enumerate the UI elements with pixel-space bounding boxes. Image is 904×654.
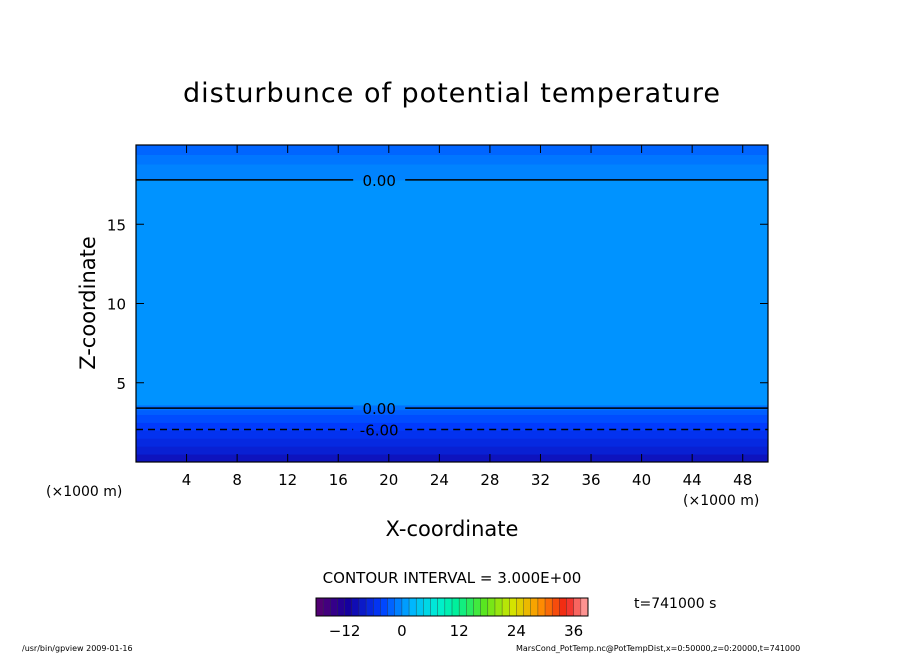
- colorbar-swatch: [487, 598, 496, 616]
- colorbar-swatch: [337, 598, 345, 616]
- colorbar-swatch: [323, 598, 331, 616]
- x-unit-left: (×1000 m): [46, 484, 122, 500]
- colorbar-tick-label: 12: [450, 622, 469, 640]
- colorbar-frame: [315, 597, 589, 617]
- colorbar-swatch: [444, 598, 453, 616]
- colorbar-swatch: [459, 598, 467, 616]
- x-tick-label: 12: [278, 471, 297, 489]
- y-axis-label: Z-coordinate: [76, 236, 100, 370]
- colorbar-swatch: [573, 598, 582, 616]
- y-tick-label: 5: [116, 375, 126, 393]
- x-tick-label: 40: [632, 471, 651, 489]
- x-tick-label: 20: [379, 471, 398, 489]
- colorbar-swatch: [516, 598, 524, 616]
- x-tick-label: 28: [480, 471, 499, 489]
- colorbar-swatch: [358, 598, 367, 616]
- contour-label: 0.00: [362, 172, 395, 190]
- colorbar-swatch: [344, 598, 353, 616]
- colorbar-swatch: [537, 598, 546, 616]
- contour-lines: 0.00 0.00 -6.00: [136, 172, 768, 440]
- colorbar-tick-label: −12: [329, 622, 361, 640]
- time-label: t=741000 s: [634, 596, 716, 612]
- colorbar-swatch: [552, 598, 560, 616]
- footer-right: MarsCond_PotTemp.nc@PotTempDist,x=0:5000…: [516, 644, 800, 653]
- x-tick-label: 44: [683, 471, 702, 489]
- colorbar-tick-label: 36: [564, 622, 583, 640]
- colorbar-swatch: [394, 598, 403, 616]
- heatmap-band: [136, 409, 768, 415]
- x-unit-right: (×1000 m): [683, 493, 759, 509]
- colorbar-swatch: [351, 598, 360, 616]
- colorbar-tick-label: 0: [397, 622, 407, 640]
- contour-interval: CONTOUR INTERVAL = 3.000E+00: [323, 569, 582, 587]
- x-tick-label: 8: [232, 471, 242, 489]
- x-tick-label: 48: [733, 471, 752, 489]
- colorbar-swatch: [473, 598, 481, 616]
- x-tick-label: 24: [430, 471, 449, 489]
- colorbar-swatch: [423, 598, 431, 616]
- colorbar-swatch: [452, 598, 460, 616]
- colorbar-swatch: [509, 598, 517, 616]
- x-tick-label: 36: [581, 471, 600, 489]
- heatmap-band: [136, 454, 768, 463]
- colorbar-swatch: [416, 598, 424, 616]
- colorbar-swatch: [380, 598, 388, 616]
- colorbar-swatch: [480, 598, 489, 616]
- colorbar-swatch: [523, 598, 532, 616]
- colorbar-swatch: [330, 598, 338, 616]
- colorbar-swatch: [373, 598, 381, 616]
- colorbar-swatch: [437, 598, 446, 616]
- footer-left: /usr/bin/gpview 2009-01-16: [22, 644, 133, 653]
- colorbar-swatch: [387, 598, 396, 616]
- y-tick-label: 15: [107, 216, 126, 234]
- heatmap-band: [136, 422, 768, 431]
- colorbar-swatch: [559, 598, 567, 616]
- heatmap-band: [136, 179, 768, 406]
- heatmap-band: [136, 430, 768, 439]
- heatmap-band: [136, 438, 768, 447]
- colorbar-tick-label: 24: [507, 622, 526, 640]
- colorbar-swatch: [580, 598, 589, 616]
- colorbar-swatch: [466, 598, 474, 616]
- colorbar-swatch: [566, 598, 574, 616]
- colorbar-swatch: [316, 598, 324, 616]
- colorbar-swatch: [545, 598, 553, 616]
- plot-area: [136, 145, 768, 463]
- colorbar: −12 0 12 24 36: [315, 597, 589, 640]
- x-tick-label: 16: [329, 471, 348, 489]
- heatmap-band: [136, 446, 768, 455]
- heatmap-band: [136, 145, 768, 156]
- y-tick-label: 10: [107, 296, 126, 314]
- x-tick-label: 4: [182, 471, 192, 489]
- contour-label: 0.00: [362, 400, 395, 418]
- chart-title: disturbunce of potential temperature: [183, 78, 721, 109]
- x-tick-label: 32: [531, 471, 550, 489]
- colorbar-swatch: [430, 598, 438, 616]
- colorbar-swatch: [530, 598, 539, 616]
- colorbar-swatch: [502, 598, 510, 616]
- colorbar-swatch: [401, 598, 410, 616]
- heatmap-band: [136, 154, 768, 165]
- colorbar-swatch: [409, 598, 417, 616]
- heatmap-band: [136, 164, 768, 181]
- contour-label: -6.00: [360, 422, 399, 440]
- heatmap-band: [136, 414, 768, 423]
- colorbar-swatch: [366, 598, 374, 616]
- colorbar-swatch: [494, 598, 503, 616]
- x-axis-label: X-coordinate: [386, 517, 519, 541]
